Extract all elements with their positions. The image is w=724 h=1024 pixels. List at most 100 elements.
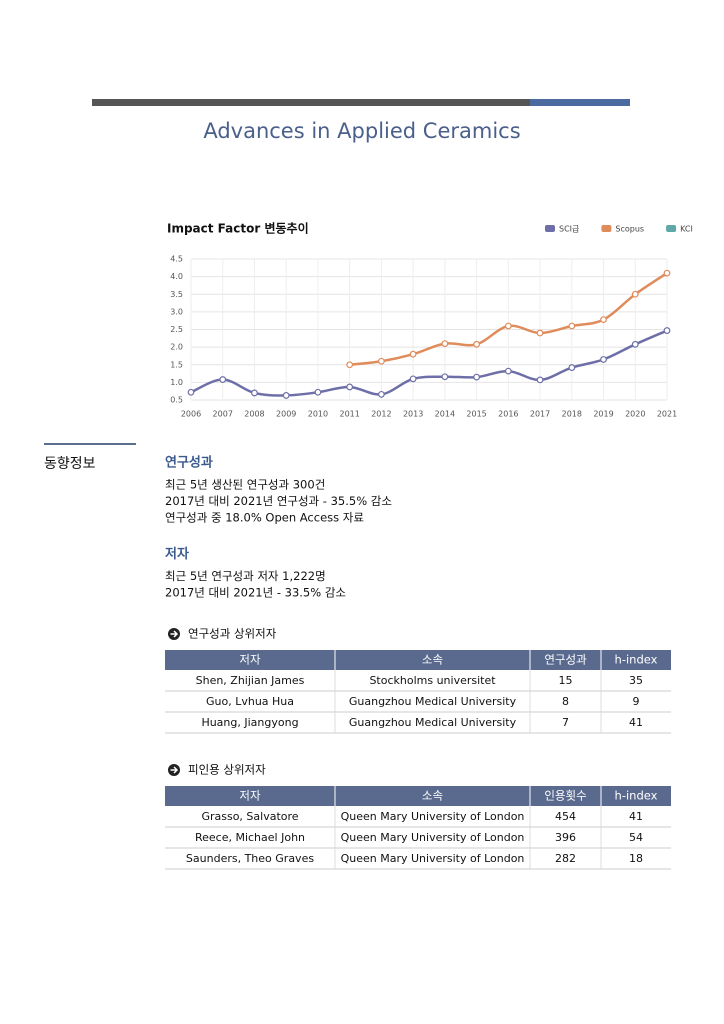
legend-swatch xyxy=(601,225,612,232)
y-tick-label: 4.5 xyxy=(170,255,183,264)
data-point xyxy=(663,327,671,334)
data-point xyxy=(378,390,385,398)
x-tick-label: 2017 xyxy=(530,410,550,419)
y-tick-label: 0.5 xyxy=(170,396,183,405)
table-cell: Grasso, Salvatore xyxy=(201,810,298,823)
section-title: 저자 xyxy=(165,547,189,562)
header-accent xyxy=(530,99,630,106)
x-tick-label: 2016 xyxy=(498,410,518,419)
bullet-arrow xyxy=(170,766,179,774)
column-header: 인용횟수 xyxy=(544,789,586,803)
section-line: 연구성과 중 18.0% Open Access 자료 xyxy=(165,511,364,525)
data-point xyxy=(568,322,576,330)
data-point xyxy=(251,389,258,397)
table-cell: 9 xyxy=(633,695,640,708)
data-point xyxy=(631,340,639,348)
series-line xyxy=(190,329,668,397)
data-point xyxy=(187,388,195,396)
x-tick-label: 2008 xyxy=(244,410,264,419)
data-point xyxy=(346,361,354,369)
table-cell: Queen Mary University of London xyxy=(341,810,525,823)
x-tick-label: 2015 xyxy=(466,410,486,419)
table-title: 피인용 상위저자 xyxy=(188,763,266,777)
table-cell: 7 xyxy=(562,716,569,729)
section-title: 연구성과 xyxy=(165,456,213,471)
table-cell: Queen Mary University of London xyxy=(341,852,525,865)
table-cell: Guo, Lvhua Hua xyxy=(206,695,294,708)
legend-label: KCI xyxy=(680,225,693,234)
y-tick-label: 2.0 xyxy=(170,343,183,352)
section-line: 최근 5년 연구성과 저자 1,222명 xyxy=(165,569,326,583)
x-tick-label: 2018 xyxy=(562,410,582,419)
header-bar xyxy=(92,99,630,106)
table-cell: 18 xyxy=(629,852,643,865)
y-tick-label: 3.0 xyxy=(170,307,183,316)
data-point xyxy=(314,388,322,396)
y-tick-label: 2.5 xyxy=(170,325,183,334)
x-tick-label: 2006 xyxy=(181,410,201,419)
table-cell: Shen, Zhijian James xyxy=(196,674,305,687)
y-tick-label: 3.5 xyxy=(170,290,183,299)
column-header: 소속 xyxy=(422,789,443,803)
table-header xyxy=(165,650,671,670)
x-tick-label: 2012 xyxy=(371,410,391,419)
data-point xyxy=(346,383,354,391)
y-tick-label: 1.5 xyxy=(170,360,183,369)
x-tick-label: 2011 xyxy=(339,410,359,419)
table-cell: 454 xyxy=(555,810,576,823)
table-cell: 8 xyxy=(562,695,569,708)
x-tick-label: 2021 xyxy=(657,410,677,419)
data-point xyxy=(441,340,449,348)
table-cell: Queen Mary University of London xyxy=(341,831,525,844)
data-point xyxy=(219,376,227,383)
table-cell: Stockholms universitet xyxy=(369,674,496,687)
data-point xyxy=(473,340,481,348)
table-title: 연구성과 상위저자 xyxy=(188,627,277,641)
table-cell: 35 xyxy=(629,674,643,687)
x-tick-label: 2020 xyxy=(625,410,645,419)
x-tick-label: 2014 xyxy=(435,410,455,419)
data-point xyxy=(504,322,512,330)
table-cell: 396 xyxy=(555,831,576,844)
x-tick-label: 2010 xyxy=(308,410,328,419)
column-header: h-index xyxy=(615,653,658,667)
column-header: 소속 xyxy=(422,653,443,667)
y-tick-label: 4.0 xyxy=(170,272,183,281)
data-point xyxy=(536,376,544,384)
section-line: 최근 5년 생산된 연구성과 300건 xyxy=(165,478,325,492)
table-cell: Guangzhou Medical University xyxy=(349,695,517,708)
data-point xyxy=(663,269,671,277)
y-tick-label: 1.0 xyxy=(170,378,183,387)
x-tick-label: 2019 xyxy=(593,410,613,419)
column-header: h-index xyxy=(615,789,658,803)
data-point xyxy=(536,329,544,337)
legend-swatch xyxy=(666,225,677,232)
section-line: 2017년 대비 2021년 연구성과 - 35.5% 감소 xyxy=(165,494,392,508)
data-point xyxy=(378,357,385,365)
legend-label: SCI급 xyxy=(559,225,579,234)
table-cell: 41 xyxy=(629,716,643,729)
table-cell: Reece, Michael John xyxy=(195,831,305,844)
x-tick-label: 2007 xyxy=(213,410,233,419)
page-title: Advances in Applied Ceramics xyxy=(203,119,520,143)
column-header: 저자 xyxy=(239,789,261,803)
legend-swatch xyxy=(545,225,555,232)
data-point xyxy=(631,290,639,298)
table-cell: Guangzhou Medical University xyxy=(349,716,517,729)
table-cell: 41 xyxy=(629,810,643,823)
data-point xyxy=(600,356,607,363)
table-header xyxy=(165,786,671,806)
legend-label: Scopus xyxy=(615,225,644,234)
sidebar-label: 동향정보 xyxy=(44,456,96,472)
column-header: 저자 xyxy=(239,653,261,667)
x-tick-label: 2009 xyxy=(276,410,296,419)
data-point xyxy=(441,373,449,381)
data-point xyxy=(473,373,481,381)
data-point xyxy=(504,367,512,375)
table-cell: Huang, Jiangyong xyxy=(201,716,298,729)
chart-title: Impact Factor 변동추이 xyxy=(167,221,309,236)
table-cell: 54 xyxy=(629,831,643,844)
table-cell: 15 xyxy=(559,674,573,687)
data-point xyxy=(600,316,607,324)
